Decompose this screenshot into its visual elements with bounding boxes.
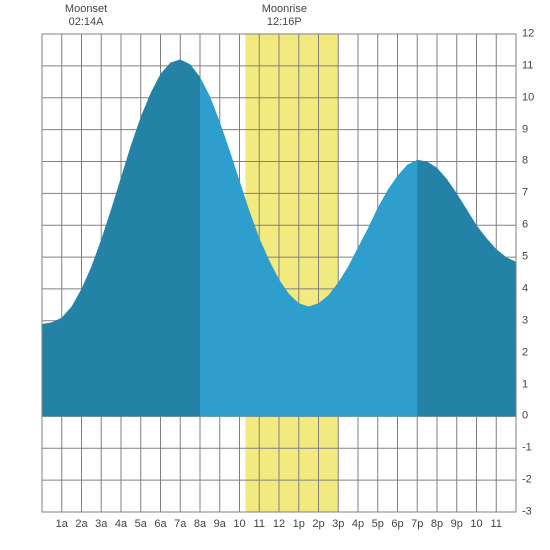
x-tick-label: 2p xyxy=(312,518,324,531)
y-tick-label: -2 xyxy=(522,474,532,487)
x-tick-label: 1p xyxy=(293,518,305,531)
x-tick-label: 3a xyxy=(95,518,107,531)
x-tick-label: 5p xyxy=(372,518,384,531)
x-tick-label: 9a xyxy=(214,518,226,531)
y-tick-label: 3 xyxy=(522,314,528,327)
x-tick-label: 10 xyxy=(470,518,482,531)
tide-chart: Moonset 02:14A Moonrise 12:16P 1a 2a 3a 4a 5… xyxy=(0,0,550,550)
y-tick-label: 10 xyxy=(522,91,534,104)
x-tick-label: 4p xyxy=(352,518,364,531)
y-tick-label: 2 xyxy=(522,346,528,359)
x-tick-label: 10 xyxy=(233,518,245,531)
y-tick-label: 4 xyxy=(522,282,528,295)
x-tick-label: 6p xyxy=(391,518,403,531)
y-tick-label: 5 xyxy=(522,251,528,264)
y-tick-label: 6 xyxy=(522,219,528,232)
x-tick-label: 1a xyxy=(56,518,68,531)
y-tick-label: 11 xyxy=(522,59,533,72)
x-tick-label: 4a xyxy=(115,518,127,531)
x-tick-label: 9p xyxy=(451,518,463,531)
x-tick-label: 3p xyxy=(332,518,344,531)
y-tick-label: 7 xyxy=(522,187,528,200)
x-tick-label: 2a xyxy=(75,518,87,531)
y-tick-label: 9 xyxy=(522,123,528,136)
y-tick-label: 1 xyxy=(522,378,528,391)
y-tick-label: 12 xyxy=(522,28,534,41)
chart-plot xyxy=(0,0,550,550)
x-tick-label: 12 xyxy=(273,518,285,531)
x-tick-label: 6a xyxy=(154,518,166,531)
x-tick-label: 11 xyxy=(491,518,502,531)
x-tick-label: 8p xyxy=(431,518,443,531)
y-tick-label: 0 xyxy=(522,410,528,423)
moonset-label: Moonset 02:14A xyxy=(65,3,107,29)
y-tick-label: 8 xyxy=(522,155,528,168)
x-tick-label: 5a xyxy=(135,518,147,531)
x-tick-label: 11 xyxy=(254,518,265,531)
x-tick-label: 7p xyxy=(411,518,423,531)
y-tick-label: -3 xyxy=(522,506,532,519)
x-tick-label: 7a xyxy=(174,518,186,531)
moonrise-label: Moonrise 12:16P xyxy=(262,3,307,29)
y-tick-label: -1 xyxy=(522,442,532,455)
x-tick-label: 8a xyxy=(194,518,206,531)
